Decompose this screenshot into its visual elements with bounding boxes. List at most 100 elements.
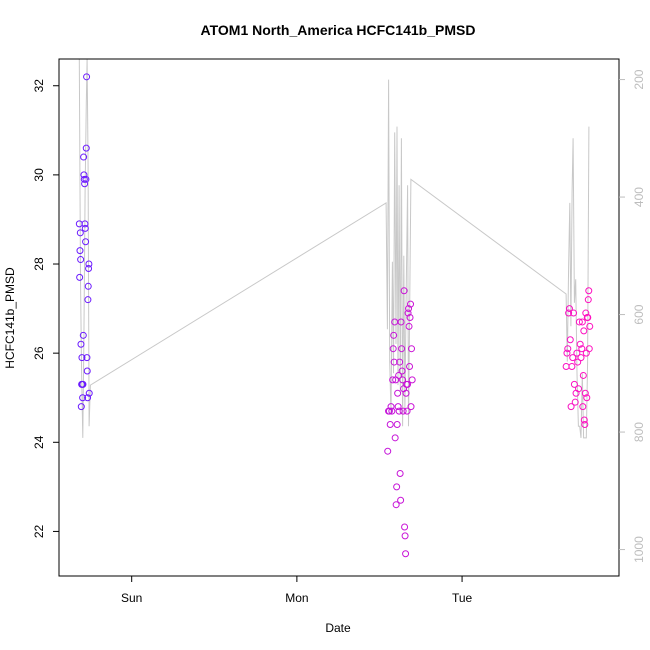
y-tick-label: 30 bbox=[32, 168, 46, 182]
data-point bbox=[388, 407, 396, 415]
data-point bbox=[387, 403, 395, 411]
data-point bbox=[581, 420, 589, 428]
y2-tick-label: 200 bbox=[632, 69, 646, 89]
data-point bbox=[393, 483, 401, 491]
data-point bbox=[75, 220, 83, 228]
data-point bbox=[570, 380, 578, 388]
y-axis-label: HCFC141b_PMSD bbox=[3, 267, 17, 369]
data-point bbox=[79, 331, 87, 339]
data-point bbox=[584, 296, 592, 304]
data-point bbox=[406, 363, 414, 371]
data-point bbox=[76, 273, 84, 281]
data-point bbox=[396, 469, 404, 477]
y-tick-label: 32 bbox=[32, 79, 46, 93]
data-point bbox=[84, 296, 92, 304]
data-point bbox=[84, 394, 92, 402]
data-point bbox=[76, 229, 84, 237]
data-point bbox=[567, 403, 575, 411]
data-point bbox=[85, 389, 93, 397]
data-point bbox=[81, 224, 89, 232]
data-point bbox=[404, 380, 412, 388]
data-point bbox=[408, 345, 416, 353]
data-point bbox=[389, 376, 397, 384]
data-point bbox=[582, 309, 590, 317]
plot-frame bbox=[58, 58, 620, 577]
data-point bbox=[581, 389, 589, 397]
data-point bbox=[394, 403, 402, 411]
x-tick-label: Sun bbox=[121, 591, 142, 605]
data-point bbox=[398, 345, 406, 353]
data-point bbox=[82, 175, 90, 183]
data-point bbox=[585, 345, 593, 353]
data-point bbox=[584, 314, 592, 321]
data-point bbox=[585, 287, 593, 295]
data-point bbox=[80, 171, 88, 179]
data-point bbox=[83, 73, 91, 81]
data-point bbox=[562, 363, 570, 371]
data-point bbox=[406, 314, 414, 321]
points-layer bbox=[75, 73, 594, 558]
y2-tick-label: 600 bbox=[632, 304, 646, 324]
data-point bbox=[574, 358, 582, 366]
data-point bbox=[407, 300, 415, 308]
data-point bbox=[77, 340, 85, 348]
data-point bbox=[83, 367, 91, 375]
data-point bbox=[397, 496, 405, 504]
data-point bbox=[396, 358, 404, 366]
data-point bbox=[405, 305, 413, 313]
data-point bbox=[568, 363, 576, 371]
data-point bbox=[579, 403, 587, 411]
chart-title: ATOM1 North_America HCFC141b_PMSD bbox=[201, 22, 476, 38]
data-point bbox=[398, 367, 406, 375]
data-point bbox=[400, 287, 408, 295]
data-point bbox=[580, 327, 588, 335]
data-point bbox=[390, 358, 398, 366]
data-point bbox=[80, 153, 88, 161]
data-point bbox=[578, 345, 586, 353]
data-point bbox=[79, 380, 87, 388]
data-point bbox=[77, 256, 85, 264]
data-point bbox=[391, 434, 399, 442]
y-tick-label: 26 bbox=[32, 346, 46, 360]
data-point bbox=[392, 501, 400, 509]
data-point bbox=[393, 420, 401, 428]
data-point bbox=[399, 376, 407, 384]
data-point bbox=[402, 550, 410, 558]
data-point bbox=[566, 336, 574, 344]
data-point bbox=[81, 180, 89, 188]
data-point bbox=[565, 309, 573, 317]
data-point bbox=[569, 354, 577, 362]
data-point bbox=[79, 394, 87, 402]
data-point bbox=[84, 282, 92, 290]
y2-tick-label: 1000 bbox=[632, 536, 646, 563]
x-axis-label: Date bbox=[325, 621, 351, 635]
data-point bbox=[82, 238, 90, 246]
data-point bbox=[404, 309, 412, 317]
data-point bbox=[580, 416, 588, 424]
data-point bbox=[563, 349, 571, 357]
data-point bbox=[389, 345, 397, 353]
data-point bbox=[401, 523, 409, 531]
data-point bbox=[571, 398, 579, 406]
data-point bbox=[397, 318, 405, 326]
data-point bbox=[395, 407, 403, 415]
data-point bbox=[577, 354, 585, 362]
line-layer bbox=[78, 58, 590, 439]
data-point bbox=[384, 447, 392, 455]
data-point bbox=[578, 318, 586, 326]
data-point bbox=[83, 354, 91, 362]
data-point bbox=[575, 318, 583, 326]
y-tick-label: 22 bbox=[32, 524, 46, 538]
data-point bbox=[78, 354, 86, 362]
x-tick-label: Tue bbox=[452, 591, 473, 605]
data-point bbox=[570, 309, 578, 317]
data-point bbox=[390, 331, 398, 339]
data-point bbox=[395, 371, 403, 379]
data-point bbox=[405, 322, 413, 330]
data-point bbox=[573, 349, 581, 357]
data-point bbox=[385, 407, 393, 415]
data-point bbox=[399, 407, 407, 415]
x-tick-label: Mon bbox=[285, 591, 308, 605]
data-point bbox=[76, 247, 84, 255]
